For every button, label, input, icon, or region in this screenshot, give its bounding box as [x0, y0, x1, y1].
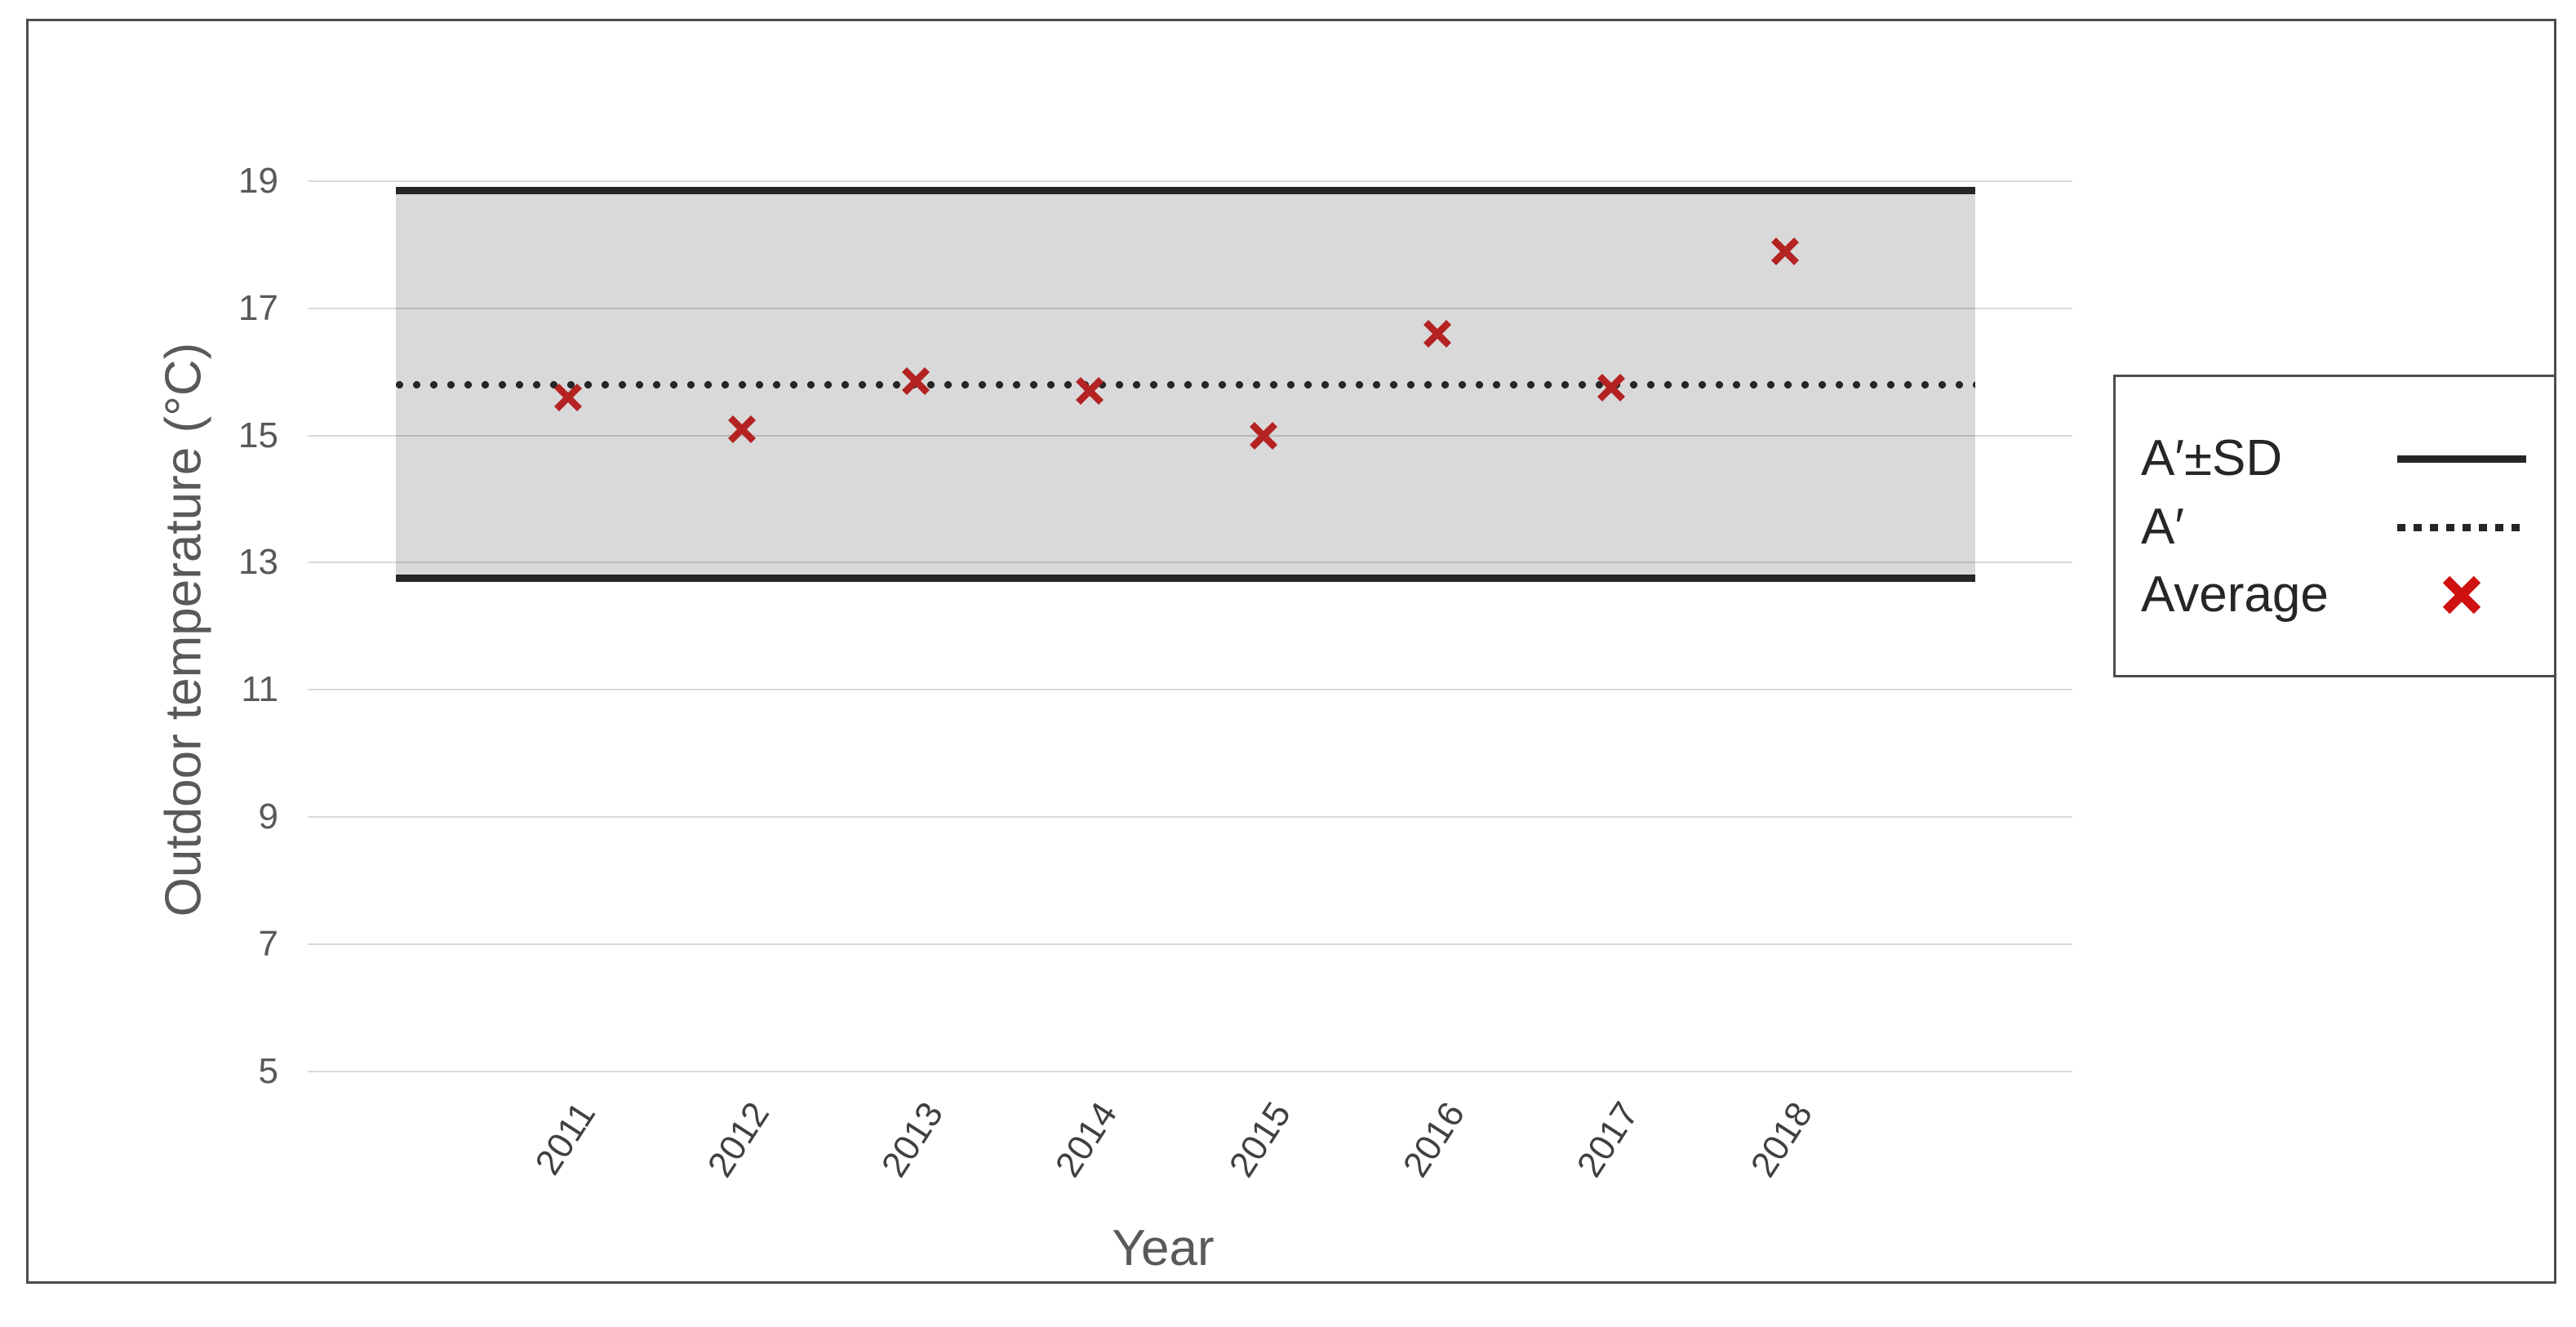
legend-label-average: Average — [2141, 566, 2329, 623]
x-tick-label: 2011 — [527, 1095, 604, 1183]
legend-swatch-area — [2397, 424, 2526, 493]
legend-swatch-area — [2397, 493, 2526, 561]
gridline — [308, 943, 2072, 945]
gridline — [308, 434, 2072, 437]
gridline — [308, 307, 2072, 309]
x-tick-label: 2014 — [1047, 1095, 1126, 1184]
legend: A′±SD A′ Average — [2113, 375, 2556, 677]
x-marker-icon — [1249, 421, 1278, 450]
x-tick-label: 2016 — [1395, 1095, 1473, 1184]
gridline — [308, 689, 2072, 691]
legend-row-mean: A′ — [2141, 493, 2529, 561]
legend-label-mean: A′ — [2141, 499, 2184, 555]
gridline — [308, 816, 2072, 818]
y-tick-label: 5 — [258, 1050, 278, 1091]
legend-swatch-area — [2397, 561, 2526, 629]
gridline — [308, 1070, 2072, 1072]
x-tick-label: 2013 — [873, 1095, 952, 1184]
dotted-line-swatch-icon — [2397, 524, 2526, 531]
plot-area: 19 17 15 13 11 9 7 5 2011 2012 2013 2014 2015 2016 20… — [29, 21, 2576, 1327]
gridline — [308, 180, 2072, 182]
gridline — [308, 561, 2072, 564]
solid-line-swatch-icon — [2397, 455, 2526, 463]
x-marker-icon — [727, 415, 757, 443]
y-tick-label: 13 — [238, 542, 278, 583]
x-marker-icon — [1423, 319, 1452, 348]
x-tick-label: 2012 — [700, 1095, 778, 1184]
x-tick-label: 2017 — [1569, 1095, 1647, 1184]
legend-row-band: A′±SD — [2141, 424, 2529, 493]
x-marker-icon — [553, 383, 583, 411]
x-marker-icon — [1075, 377, 1104, 406]
y-tick-label: 11 — [241, 669, 278, 710]
x-tick-label: 2018 — [1743, 1095, 1821, 1184]
x-marker-icon — [1770, 237, 1800, 265]
y-tick-label: 15 — [238, 415, 278, 455]
mean-dotted-line — [396, 380, 1975, 388]
x-marker-icon — [1597, 374, 1626, 402]
x-marker-icon — [901, 367, 930, 396]
y-tick-label: 7 — [258, 923, 278, 964]
y-axis-title: Outdoor temperature (°C) — [155, 342, 212, 917]
x-marker-swatch-icon — [2442, 575, 2481, 615]
y-tick-label: 9 — [258, 797, 278, 837]
y-tick-label: 19 — [238, 161, 278, 201]
x-axis-title: Year — [1112, 1220, 1215, 1276]
x-tick-label: 2015 — [1221, 1095, 1299, 1184]
figure-frame: 19 17 15 13 11 9 7 5 2011 2012 2013 2014 2015 2016 20… — [26, 19, 2556, 1284]
legend-row-average: Average — [2141, 561, 2529, 629]
legend-label-band: A′±SD — [2141, 430, 2283, 486]
y-tick-label: 17 — [238, 287, 278, 328]
